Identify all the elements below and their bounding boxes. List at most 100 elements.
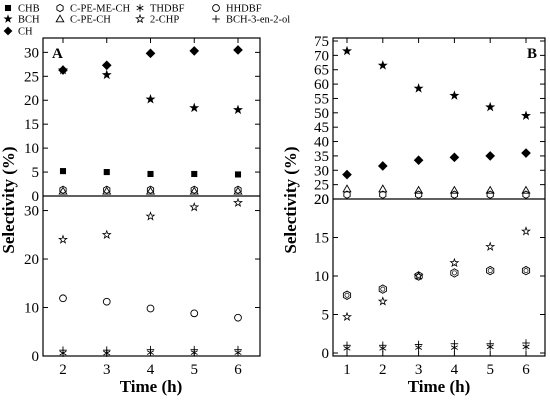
x-tick: 5 (191, 38, 198, 378)
x-tick-label: 6 (522, 362, 530, 378)
series-c-pe-ch (58, 186, 243, 195)
data-point-bch-3-en-2-ol (234, 345, 242, 354)
panel-b-x-axis: 1 2 3 4 5 6 (343, 38, 530, 378)
data-point-bch (377, 60, 388, 70)
legend-label: THDBF (150, 4, 185, 15)
data-point-ch (145, 48, 156, 59)
legend-item-c-pe-me-ch: C-PE-ME-CH (56, 4, 131, 15)
panel-a: A 0 5 10 15 20 25 30 0 10 20 30 2 3 4 5 6 Selectivity… (0, 37, 261, 396)
data-point-c-pe-me-ch (59, 185, 67, 194)
data-point-bch-3-en-2-ol (450, 339, 459, 348)
y-tick-label: 40 (314, 135, 329, 151)
panel-a-x-axis: 2 3 4 5 6 (59, 38, 242, 378)
series-c-pe-me-ch (59, 185, 242, 194)
data-point-bch-3-en-2-ol (486, 339, 494, 348)
y-tick: 20 (314, 192, 545, 208)
data-point-bch (189, 102, 200, 113)
series-ch (342, 148, 531, 180)
data-point-bch-3-en-2-ol (379, 341, 387, 350)
y-tick: 30 (24, 45, 260, 61)
data-point-bch-3-en-2-ol (190, 345, 199, 354)
y-tick-label: 0 (32, 189, 40, 205)
data-point-c-pe-me-ch (486, 190, 494, 199)
y-tick: 15 (314, 231, 545, 247)
legend-label: C-PE-ME-CH (70, 4, 131, 15)
star-marker-icon (3, 14, 13, 23)
triangle-marker-icon (55, 14, 65, 23)
data-point-c-pe-ch (449, 185, 459, 194)
data-point-chb (191, 170, 198, 178)
data-point-hhdbf (378, 284, 387, 294)
data-point-bch (342, 45, 352, 56)
data-point-hhdbf (414, 271, 423, 281)
data-point-bch (233, 104, 243, 115)
y-tick-label: 0 (32, 349, 40, 365)
y-tick: 75 (314, 34, 545, 50)
data-point-ch (413, 155, 424, 166)
y-tick: 50 (314, 106, 545, 122)
data-point-bch-3-en-2-ol (522, 339, 530, 347)
y-tick: 45 (314, 120, 545, 136)
data-point-ch (521, 148, 531, 158)
data-point-ch (58, 65, 68, 75)
panel-a-label: A (52, 46, 63, 62)
data-point-bch (485, 101, 496, 112)
y-tick: 0 (32, 349, 260, 365)
data-point-c-pe-ch (342, 184, 352, 193)
data-point-2-chp (145, 211, 156, 221)
data-point-hhdbf (521, 265, 531, 276)
y-tick: 65 (314, 63, 545, 79)
diamond-marker-icon (3, 26, 13, 36)
y-tick-label: 50 (314, 106, 329, 122)
y-tick-label: 70 (314, 48, 329, 64)
y-tick-label: 45 (314, 120, 329, 136)
data-point-2-chp (521, 226, 531, 236)
data-point-c-pe-me-ch (522, 190, 530, 199)
y-tick-label: 20 (24, 252, 39, 268)
y-tick: 0 (32, 189, 260, 205)
data-point-bch-3-en-2-ol (146, 345, 155, 354)
y-tick-label: 25 (314, 178, 329, 194)
data-point-hhdbf (59, 294, 67, 303)
data-point-2-chp (233, 197, 243, 208)
data-point-hhdbf (190, 309, 199, 318)
data-point-c-pe-ch (485, 185, 495, 194)
panel-b-y-axis-label: Selectivity (%) (281, 146, 300, 253)
y-tick: 25 (24, 69, 260, 85)
data-point-bch-3-en-2-ol (414, 340, 423, 349)
data-point-c-pe-ch (189, 186, 199, 195)
data-point-2-chp (377, 296, 388, 306)
x-tick-label: 3 (103, 362, 111, 378)
legend-item-bch-3-en-2-ol: BCH-3-en-2-ol (212, 15, 290, 26)
x-tick: 1 (343, 38, 351, 378)
x-tick: 3 (415, 38, 422, 378)
panel-a-marks (58, 45, 243, 357)
data-point-2-chp (413, 270, 424, 281)
data-point-bch-3-en-2-ol (59, 346, 67, 354)
x-tick-label: 1 (343, 362, 351, 378)
y-tick: 10 (24, 141, 260, 157)
series-thdbf (343, 343, 530, 353)
legend-item-bch: BCH (3, 14, 40, 26)
y-tick-label: 30 (24, 204, 39, 220)
data-point-hhdbf (486, 265, 495, 276)
x-tick-label: 4 (451, 362, 459, 378)
y-tick-label: 25 (24, 69, 39, 85)
x-tick: 5 (486, 38, 494, 378)
data-point-ch (377, 161, 388, 171)
data-point-ch (485, 151, 496, 161)
y-tick-label: 20 (314, 192, 329, 208)
square-marker-icon (4, 4, 12, 12)
data-point-ch (449, 152, 460, 163)
y-tick: 10 (314, 269, 545, 285)
data-point-c-pe-me-ch (103, 185, 111, 194)
data-point-bch (145, 94, 156, 104)
data-point-hhdbf (342, 290, 352, 300)
series-2-chp (58, 197, 243, 244)
panel-a-x-axis-label: Time (h) (120, 377, 183, 396)
legend-item-2-chp: 2-CHP (135, 13, 179, 26)
y-tick-label: 35 (314, 149, 329, 165)
y-tick-label: 65 (314, 63, 329, 79)
asterisk-marker-icon (136, 4, 144, 12)
